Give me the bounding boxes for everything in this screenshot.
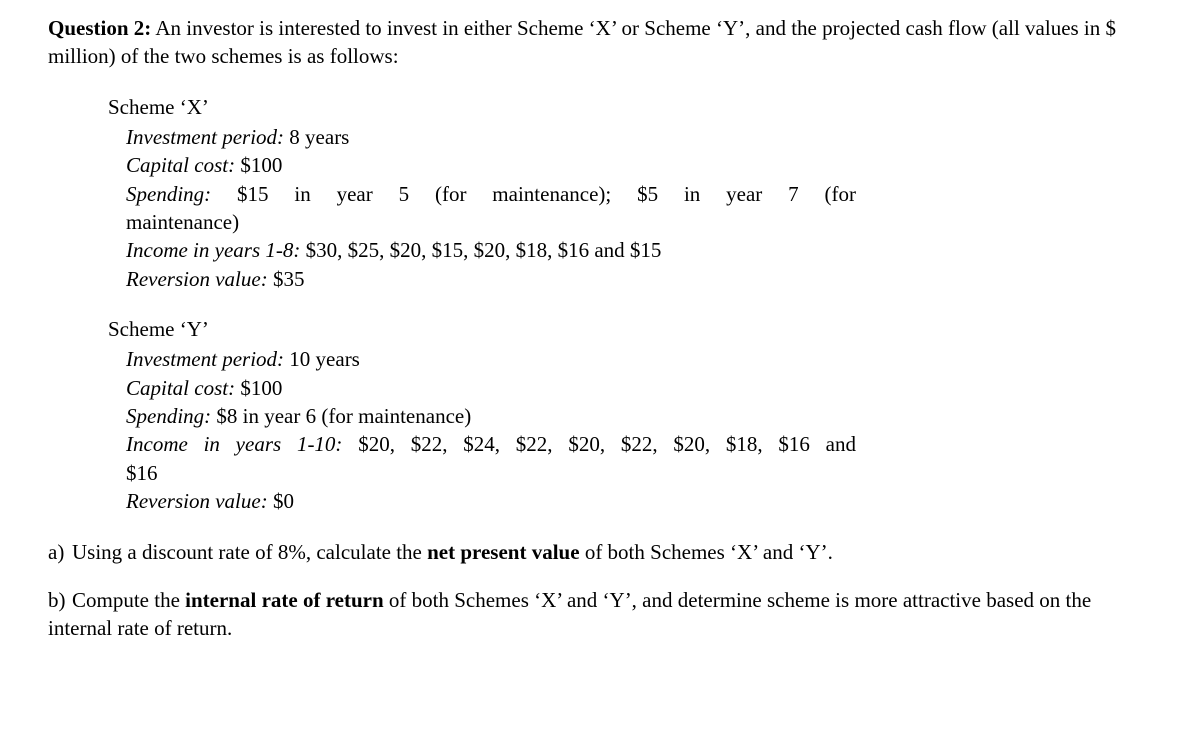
field-label: Capital cost: [126, 153, 235, 177]
part-a-bold: net present value [427, 540, 579, 564]
scheme-x-investment-period: Investment period: 8 years [126, 123, 856, 151]
field-value: $100 [240, 153, 282, 177]
scheme-y-spending: Spending: $8 in year 6 (for maintenance) [126, 402, 856, 430]
part-b: b)Compute the internal rate of return of… [48, 586, 1129, 643]
part-b-bold: internal rate of return [185, 588, 383, 612]
field-label: Income in years 1-8: [126, 238, 300, 262]
part-a-post: of both Schemes ‘X’ and ‘Y’. [580, 540, 833, 564]
part-a-pre: Using a discount rate of 8%, calculate t… [72, 540, 427, 564]
question-label: Question 2: [48, 16, 151, 40]
field-value: $100 [240, 376, 282, 400]
field-value: 10 years [289, 347, 360, 371]
field-label: Investment period: [126, 125, 284, 149]
scheme-x-capital-cost: Capital cost: $100 [126, 151, 856, 179]
field-value: $20, $22, $24, $22, $20, $22, $20, $18, … [358, 432, 856, 456]
field-value: $35 [273, 267, 305, 291]
scheme-x-title: Scheme ‘X’ [108, 93, 1129, 121]
scheme-x-income: Income in years 1-8: $30, $25, $20, $15,… [126, 236, 856, 264]
field-label: Spending: [126, 182, 211, 206]
question-intro: Question 2: An investor is interested to… [48, 14, 1129, 71]
field-value: $8 in year 6 (for maintenance) [216, 404, 471, 428]
field-label: Investment period: [126, 347, 284, 371]
scheme-y-income-line2: $16 [126, 459, 856, 487]
part-b-pre: Compute the [72, 588, 185, 612]
field-value: 8 years [289, 125, 349, 149]
field-label: Income in years 1-10: [126, 432, 342, 456]
field-label: Capital cost: [126, 376, 235, 400]
part-a-marker: a) [48, 538, 72, 566]
scheme-x-spending-line2: maintenance) [126, 208, 856, 236]
scheme-x-spending-line1: Spending: $15 in year 5 (for maintenance… [126, 180, 856, 208]
field-value: $0 [273, 489, 294, 513]
scheme-y-income-line1: Income in years 1-10: $20, $22, $24, $22… [126, 430, 856, 458]
field-label: Spending: [126, 404, 211, 428]
field-value: $15 in year 5 (for maintenance); $5 in y… [237, 182, 856, 206]
scheme-y-capital-cost: Capital cost: $100 [126, 374, 856, 402]
scheme-y-investment-period: Investment period: 10 years [126, 345, 856, 373]
field-value: $30, $25, $20, $15, $20, $18, $16 and $1… [306, 238, 662, 262]
scheme-x-reversion: Reversion value: $35 [126, 265, 856, 293]
scheme-y-title: Scheme ‘Y’ [108, 315, 1129, 343]
part-b-marker: b) [48, 586, 72, 614]
scheme-y-block: Scheme ‘Y’ Investment period: 10 years C… [108, 315, 1129, 515]
scheme-y-reversion: Reversion value: $0 [126, 487, 856, 515]
scheme-y-details: Investment period: 10 years Capital cost… [126, 345, 856, 515]
field-label: Reversion value: [126, 267, 268, 291]
part-a: a)Using a discount rate of 8%, calculate… [48, 538, 1129, 566]
question-intro-text: An investor is interested to invest in e… [48, 16, 1116, 68]
field-label: Reversion value: [126, 489, 268, 513]
scheme-x-block: Scheme ‘X’ Investment period: 8 years Ca… [108, 93, 1129, 293]
scheme-x-details: Investment period: 8 years Capital cost:… [126, 123, 856, 293]
